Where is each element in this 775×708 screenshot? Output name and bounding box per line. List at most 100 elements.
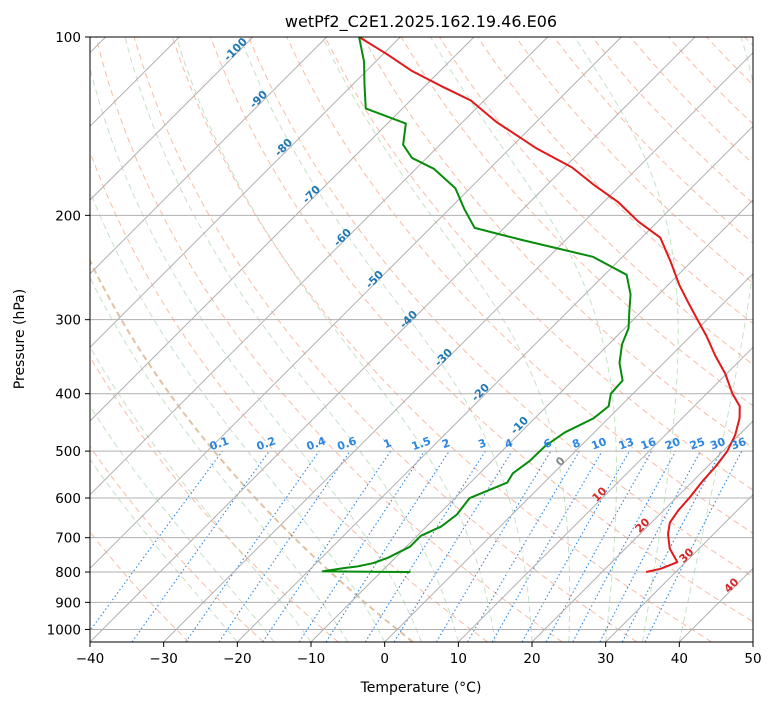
moist-adiabat-line bbox=[239, 37, 533, 642]
mixing-ratio-line bbox=[298, 450, 425, 642]
mixing-ratio-label: 0.6 bbox=[336, 434, 359, 453]
isotherm-line bbox=[90, 37, 549, 496]
mixing-ratio-line bbox=[572, 450, 677, 642]
mixing-ratio-line bbox=[218, 450, 351, 642]
y-tick-label: 600 bbox=[55, 491, 81, 507]
dewpoint-profile-line bbox=[321, 37, 632, 574]
mixing-ratio-label: 0.4 bbox=[305, 434, 328, 453]
y-tick-label: 900 bbox=[55, 595, 81, 611]
mixing-ratio-line bbox=[644, 450, 743, 642]
plot-area: -100-90-80-70-60-50-40-30-20-10010203040… bbox=[90, 37, 753, 642]
isotherm-line bbox=[90, 37, 254, 201]
isotherm-line bbox=[531, 420, 753, 642]
moist-adiabat-line bbox=[678, 37, 753, 642]
mixing-ratio-label: 10 bbox=[590, 435, 609, 453]
mixing-ratio-label: 1 bbox=[382, 436, 394, 451]
y-tick-label: 500 bbox=[55, 444, 81, 460]
isotherm-line bbox=[310, 199, 753, 642]
chart-title: wetPf2_C2E1.2025.162.19.46.E06 bbox=[285, 12, 557, 32]
y-tick-label: 300 bbox=[55, 313, 81, 329]
mixing-ratio-label: 20 bbox=[663, 435, 682, 453]
moist-adiabat-line bbox=[90, 276, 349, 642]
isobar-grid-lines bbox=[90, 37, 753, 630]
mixing-ratio-line bbox=[545, 450, 653, 642]
mixing-ratio-line bbox=[521, 450, 630, 642]
x-tick-label: 50 bbox=[744, 651, 761, 667]
mixing-ratio-line bbox=[393, 450, 513, 642]
mixing-ratio-line bbox=[90, 450, 223, 632]
mixing-ratio-label: 36 bbox=[729, 435, 748, 453]
moist-adiabat-line bbox=[574, 37, 679, 642]
isotherm-line bbox=[457, 346, 753, 642]
isotherm-line bbox=[90, 37, 328, 275]
isotherm-line bbox=[384, 272, 753, 642]
moist-adiabat-lines bbox=[90, 37, 753, 642]
y-tick-label: 400 bbox=[55, 387, 81, 403]
mixing-ratio-line bbox=[325, 450, 450, 642]
moist-adiabat-line bbox=[90, 66, 422, 642]
dry-adiabat-lines bbox=[90, 37, 753, 642]
x-tick-label: −10 bbox=[297, 651, 326, 667]
dry-adiabat-line bbox=[324, 37, 753, 491]
y-axis-label: Pressure (hPa) bbox=[12, 289, 28, 389]
mixing-ratio-label: 30 bbox=[708, 435, 727, 453]
x-axis-ticks: −40 −30 −20 −10 0 10 20 30 40 50 bbox=[76, 642, 762, 667]
moist-adiabat-line bbox=[90, 189, 386, 642]
x-tick-label: 20 bbox=[523, 651, 540, 667]
mixing-ratio-label: 8 bbox=[570, 436, 582, 451]
dry-adiabat-line bbox=[90, 445, 264, 642]
isotherm-line bbox=[752, 641, 753, 642]
isotherm-line bbox=[90, 37, 475, 422]
mixing-ratio-label: 0.2 bbox=[255, 434, 278, 453]
sounding-profiles bbox=[321, 37, 741, 574]
y-tick-label: 800 bbox=[55, 565, 81, 581]
mixing-ratio-lines bbox=[90, 450, 743, 642]
temperature-profile-line bbox=[358, 37, 741, 574]
x-axis-label: Temperature (°C) bbox=[360, 680, 482, 696]
moist-adiabat-line bbox=[90, 458, 238, 642]
mixing-ratio-label: 16 bbox=[639, 435, 658, 453]
x-tick-label: −40 bbox=[76, 651, 105, 667]
moist-adiabat-line bbox=[124, 37, 459, 642]
dry-adiabat-line bbox=[210, 37, 753, 623]
y-tick-label: 200 bbox=[55, 208, 81, 224]
moist-adiabat-line bbox=[90, 405, 275, 642]
moist-adiabat-line bbox=[175, 37, 496, 642]
mixing-ratio-label: 2 bbox=[440, 436, 452, 451]
isotherm-line bbox=[605, 493, 753, 642]
mixing-ratio-line bbox=[131, 450, 270, 642]
y-tick-label: 100 bbox=[55, 30, 81, 46]
plot-frame bbox=[89, 36, 754, 643]
isotherm-line bbox=[236, 125, 753, 642]
mixing-ratio-label: 6 bbox=[542, 436, 554, 451]
y-axis-ticks: 100 200 300 400 500 600 700 800 900 1000 bbox=[47, 30, 90, 638]
mixing-ratio-label: 25 bbox=[688, 435, 707, 452]
x-tick-label: −30 bbox=[149, 651, 178, 667]
isotherm-line bbox=[163, 51, 753, 642]
plot-background bbox=[90, 37, 753, 642]
moist-adiabat-line bbox=[430, 37, 618, 642]
dry-adiabat-line bbox=[95, 37, 563, 642]
mixing-ratio-line bbox=[185, 450, 320, 642]
mixing-ratio-label: 13 bbox=[617, 435, 636, 452]
x-tick-label: 40 bbox=[671, 651, 688, 667]
y-tick-label: 700 bbox=[55, 531, 81, 547]
dry-adiabat-line bbox=[90, 356, 339, 642]
mixing-ratio-label: 0.1 bbox=[208, 434, 231, 453]
dry-adiabat-line bbox=[515, 37, 753, 284]
x-tick-label: 30 bbox=[597, 651, 614, 667]
dry-adiabat-line bbox=[286, 37, 753, 534]
isotherm-line bbox=[90, 37, 401, 349]
x-tick-label: 10 bbox=[450, 651, 467, 667]
isotherm-line bbox=[90, 37, 696, 642]
moist-adiabat-line bbox=[322, 37, 571, 642]
x-tick-label: −20 bbox=[223, 651, 252, 667]
mixing-ratio-label: 3 bbox=[476, 436, 488, 451]
dry-adiabat-line bbox=[90, 258, 414, 642]
mixing-ratio-line bbox=[262, 450, 392, 642]
y-tick-label: 1000 bbox=[47, 622, 81, 638]
mixing-ratio-label: 4 bbox=[503, 436, 515, 451]
dry-adiabat-line bbox=[133, 37, 638, 642]
mixing-ratio-label: 1.5 bbox=[410, 434, 433, 453]
